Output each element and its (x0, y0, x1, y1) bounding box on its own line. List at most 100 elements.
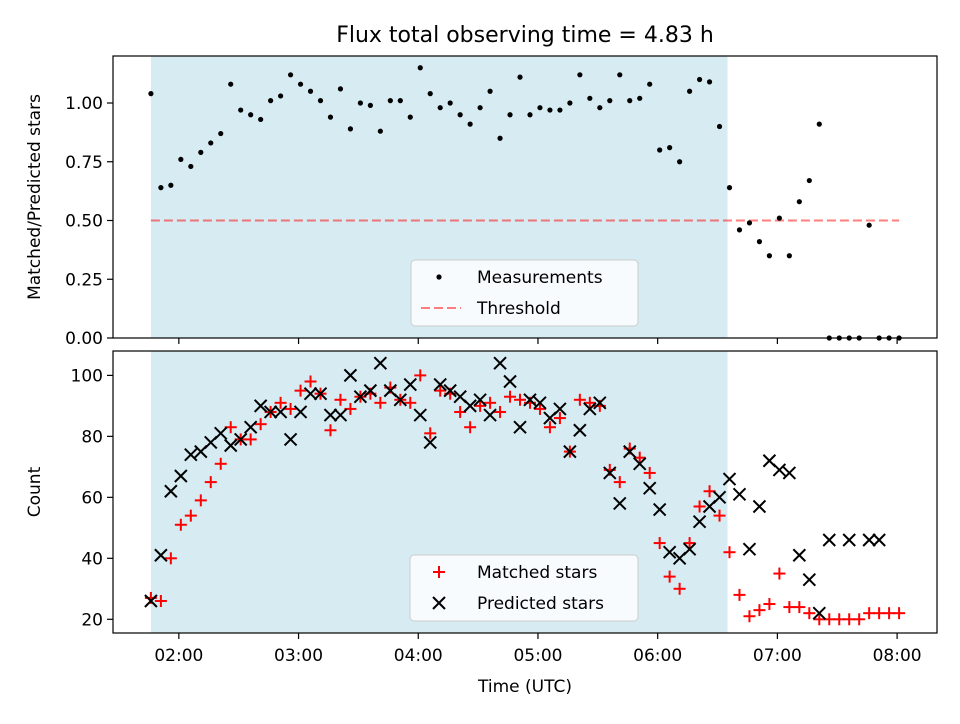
measurement-point (736, 227, 743, 233)
measurement-point (687, 88, 693, 94)
predicted-star-point (273, 405, 288, 419)
matched-star-point (693, 500, 706, 513)
predicted-star-point (214, 426, 228, 441)
predicted-star-point (363, 383, 378, 398)
matched-star-point (573, 393, 586, 406)
predicted-star-point (563, 444, 577, 459)
matched-star-point (464, 421, 477, 434)
measurement-point (258, 116, 264, 123)
matched-star-point (543, 421, 556, 434)
matched-star-point (294, 384, 307, 397)
matched-star-point (703, 485, 716, 498)
matched-star-point (803, 607, 816, 620)
matched-star-point (194, 494, 207, 507)
predicted-star-point (782, 466, 797, 480)
measurement-point (198, 149, 204, 155)
matched-star-point (304, 375, 317, 388)
measurement-point (327, 114, 334, 120)
measurement-point (667, 145, 673, 151)
measurement-point (647, 81, 653, 87)
measurement-point (228, 81, 234, 87)
measurement-point (517, 74, 523, 80)
predicted-star-point (642, 481, 657, 495)
y-tick-label: 0.75 (65, 153, 103, 173)
predicted-star-point (243, 420, 258, 434)
measurement-point (238, 107, 244, 113)
matched-star-point (504, 390, 517, 403)
matched-star-point (414, 369, 427, 382)
matched-star-point (434, 384, 447, 397)
legend-measurements-marker (436, 274, 442, 280)
y-tick-label: 100 (71, 366, 103, 386)
measurement-point (607, 98, 613, 104)
x-axis-label: Time (UTC) (477, 677, 572, 697)
measurement-points (148, 65, 902, 341)
measurement-point (317, 98, 324, 104)
matched-star-point (484, 396, 497, 409)
top-y-axis-label: Matched/Predicted stars (25, 94, 45, 300)
predicted-star-point (343, 368, 358, 383)
matched-star-point (553, 412, 566, 425)
predicted-star-point (154, 548, 168, 562)
measurement-point (677, 159, 683, 165)
predicted-star-point (712, 490, 727, 505)
matched-star-point (773, 567, 786, 580)
matched-star-point (344, 402, 357, 415)
measurement-point (457, 112, 463, 118)
predicted-star-point (692, 515, 707, 529)
legend-threshold-label: Threshold (476, 299, 561, 319)
predicted-star-point (623, 444, 637, 459)
measurement-point (597, 105, 603, 111)
predicted-star-point (263, 405, 278, 419)
matched-star-point (893, 607, 906, 620)
measurement-point (337, 86, 344, 92)
predicted-star-point (413, 408, 427, 422)
predicted-star-point (333, 408, 348, 422)
measurement-point (507, 112, 513, 118)
measurement-point (527, 112, 533, 118)
predicted-star-point (523, 393, 537, 407)
measurement-point (367, 102, 373, 108)
measurement-point (796, 199, 802, 205)
measurement-point (557, 107, 563, 113)
matched-star-point (613, 476, 626, 489)
predicted-star-point (752, 499, 767, 514)
predicted-star-point (283, 432, 298, 447)
matched-star-point (653, 537, 666, 550)
matched-star-point (733, 588, 746, 601)
bottom-legend: Matched stars Predicted stars (409, 554, 639, 622)
matched-star-point (204, 476, 217, 489)
predicted-star-point (842, 533, 856, 547)
measurement-point (407, 114, 413, 120)
measurement-point (387, 98, 393, 104)
y-tick-label: 40 (81, 549, 103, 569)
measurement-point (726, 185, 733, 191)
predicted-star-point (742, 542, 757, 556)
measurement-point (657, 147, 663, 153)
measurement-point (706, 79, 713, 85)
measurement-point (696, 76, 703, 83)
matched-star-point (743, 610, 756, 623)
measurement-point (188, 163, 194, 170)
measurement-point (577, 72, 583, 78)
predicted-star-point (792, 548, 807, 562)
matched-star-point (244, 433, 257, 446)
measurement-point (766, 253, 773, 259)
predicted-star-point (633, 457, 647, 471)
y-tick-label: 0.00 (65, 329, 103, 349)
predicted-star-point (652, 502, 667, 517)
measurement-point (357, 100, 363, 106)
predicted-star-point (802, 572, 817, 587)
y-tick-label: 80 (81, 427, 103, 447)
measurement-point (756, 239, 763, 245)
predicted-star-point (473, 393, 487, 407)
predicted-star-point (253, 399, 268, 413)
measurement-point (627, 98, 633, 104)
measurement-point (497, 135, 503, 141)
matched-star-point (214, 457, 227, 470)
measurement-point (377, 128, 383, 134)
predicted-star-point (293, 405, 308, 419)
top-panel: 0.00 0.25 0.50 0.75 1.00 Matched/Predicted s… (25, 55, 938, 349)
measurement-point (178, 156, 184, 162)
